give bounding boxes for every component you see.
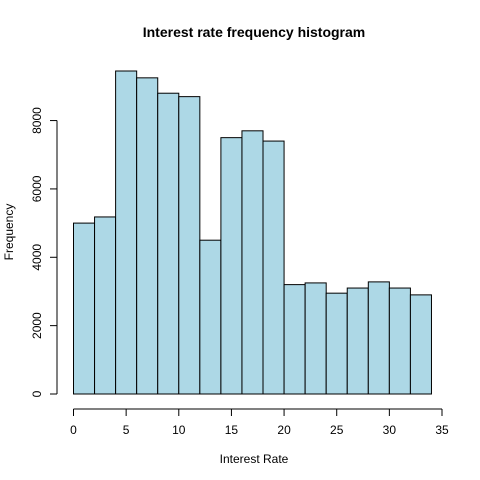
x-tick-label: 0: [70, 423, 77, 437]
histogram-bar: [136, 77, 159, 395]
histogram-bar: [409, 294, 432, 395]
histogram-bar: [241, 130, 264, 395]
histogram-bar: [94, 216, 117, 395]
histogram-bar: [220, 137, 243, 395]
x-tick-label: 25: [330, 423, 344, 437]
histogram-bar: [367, 281, 390, 395]
histogram-bar: [283, 284, 306, 395]
y-axis: 0 2000 4000 6000 8000: [30, 107, 58, 397]
histogram-bar: [325, 292, 348, 395]
y-tick-label: 8000: [30, 107, 44, 134]
x-tick-label: 10: [172, 423, 186, 437]
y-tick-label: 2000: [30, 312, 44, 339]
histogram-bar: [262, 140, 285, 395]
histogram-bar: [178, 96, 201, 395]
histogram-bar: [73, 222, 96, 395]
y-tick-label: 0: [30, 390, 44, 397]
x-tick-label: 5: [123, 423, 130, 437]
histogram-bar: [304, 282, 327, 395]
y-tick-label: 6000: [30, 175, 44, 202]
histogram-bar: [157, 92, 180, 395]
x-axis-label: Interest Rate: [220, 452, 289, 466]
x-tick-label: 30: [383, 423, 397, 437]
x-tick-label: 15: [225, 423, 239, 437]
y-tick-label: 4000: [30, 244, 44, 271]
bars-group: [73, 70, 432, 395]
x-tick-label: 35: [435, 423, 449, 437]
chart-title: Interest rate frequency histogram: [143, 24, 366, 40]
histogram-bar: [346, 287, 369, 395]
histogram-bar: [199, 239, 222, 395]
x-tick-label: 20: [277, 423, 291, 437]
y-axis-label: Frequency: [2, 204, 16, 261]
histogram-bar: [115, 70, 138, 395]
histogram-bar: [388, 287, 411, 395]
x-axis: 0 5 10 15 20 25 30 35: [70, 408, 449, 437]
